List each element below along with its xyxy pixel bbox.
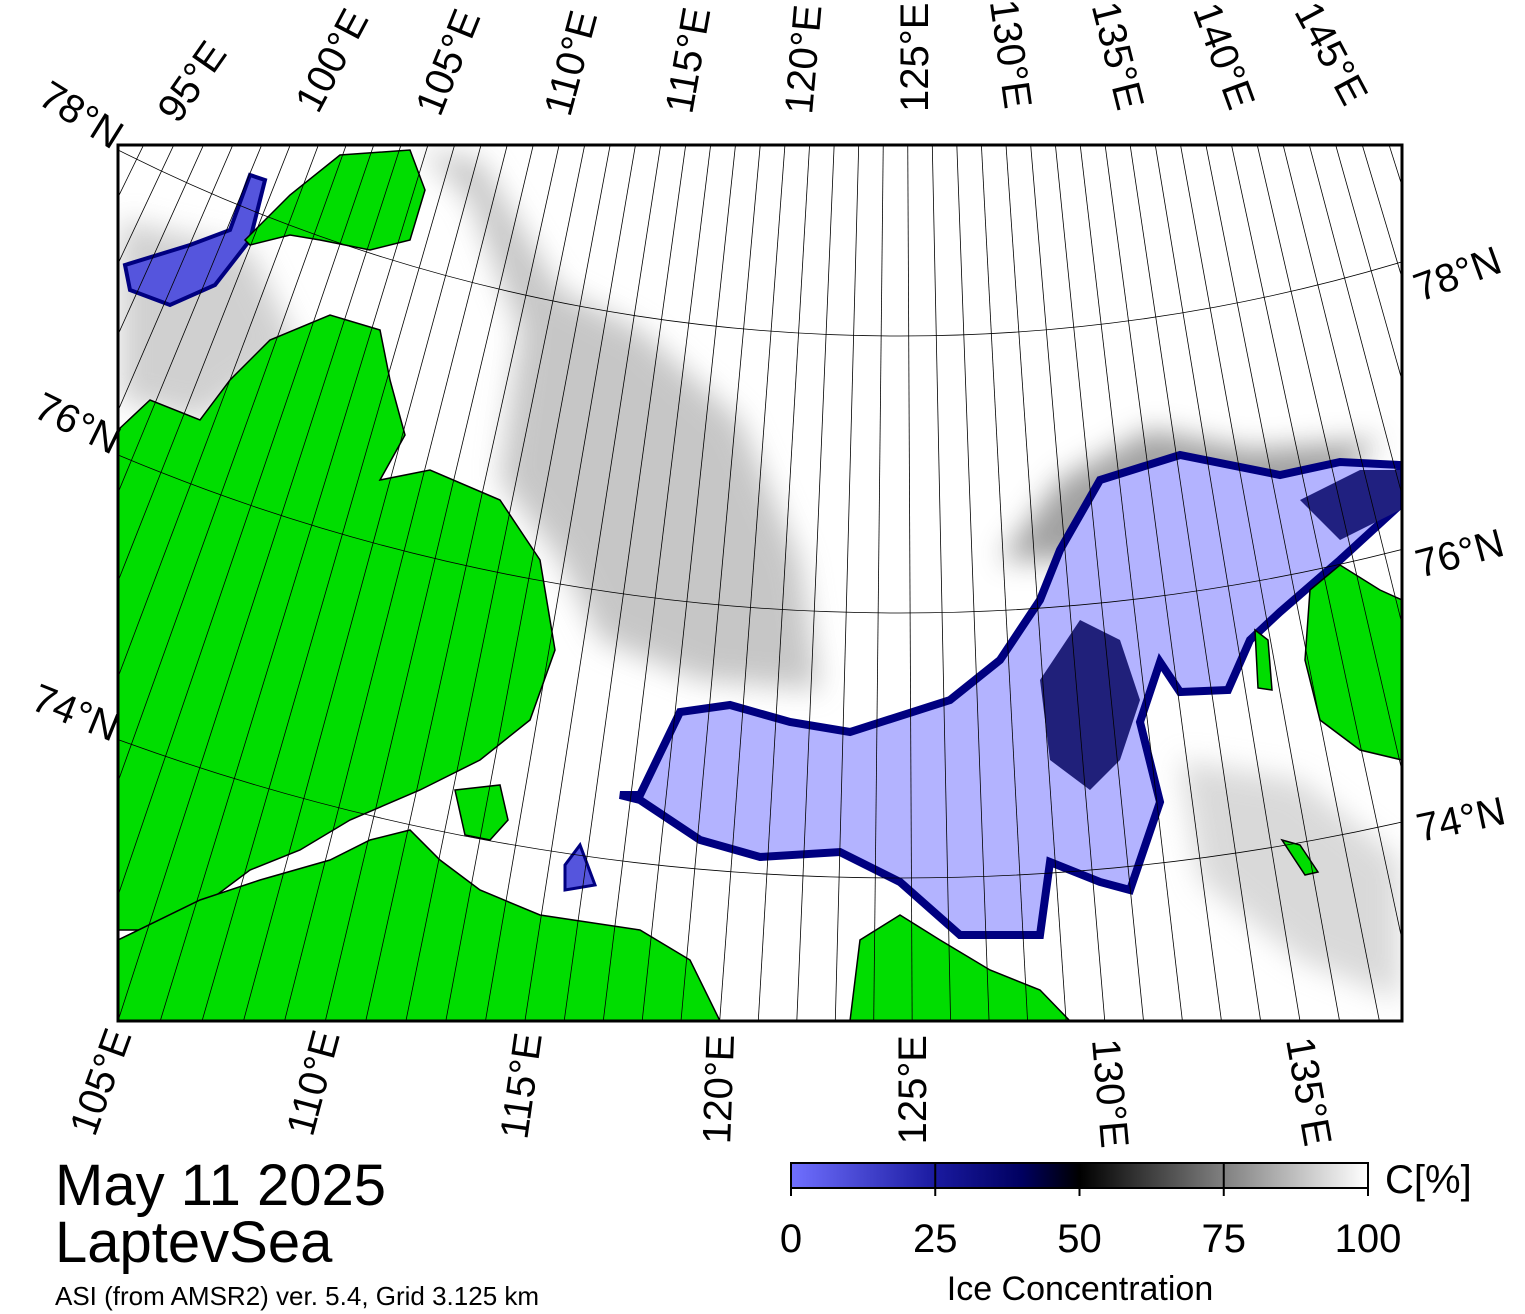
date: May 11 2025 [55,1153,386,1218]
meridian [796,145,835,1021]
meridian [1308,145,1402,497]
colorbar: C[%] Ice Concentration 0 25 50 75 100 [780,1158,1472,1308]
meridian [118,145,263,494]
colorbar-title: Ice Concentration [947,1270,1214,1308]
land [118,829,721,1021]
meridian [118,145,319,679]
meridian [641,145,736,1021]
meridian [1205,145,1380,1021]
coordinate-label: 125°E [893,3,937,112]
ice-low-area [122,172,268,308]
source: ASI (from AMSR2) ver. 5.4, Grid 3.125 km [55,1281,539,1311]
meridian [445,145,611,1021]
coordinate-label: 130°E [981,0,1040,111]
coordinate-label: 78°N [1408,239,1507,311]
coordinate-label: 130°E [1083,1037,1136,1150]
coordinate-label: 76°N [28,384,128,463]
meridian [159,145,429,1021]
meridian [757,145,810,1021]
coordinate-label: 74°N [26,676,125,750]
meridian [118,145,375,898]
meridian [118,145,402,1021]
meridian [1005,145,1067,1021]
meridian [118,145,204,336]
colorbar-tick-label: 75 [1202,1217,1247,1261]
colorbar-tick-label: 100 [1335,1217,1402,1261]
meridian [719,145,786,1021]
meridian [405,145,586,1021]
meridian [1055,145,1144,1021]
meridian [873,145,884,1021]
coordinate-label: 115°E [658,4,720,116]
meridian [834,145,860,1021]
meridian [602,145,712,1021]
coordinate-label: 135°E [1083,0,1152,114]
meridian [201,145,456,1021]
coordinate-label: 145°E [1286,0,1376,112]
meridian [1079,145,1183,1021]
meridian [524,145,662,1021]
coordinate-label: 105°E [62,1023,141,1141]
map-frame [116,143,1404,1023]
coordinate-label: 95°E [149,34,235,131]
meridian [1398,15,1525,1147]
meridian [1361,145,1402,280]
meridian [1335,145,1402,382]
meridian [365,145,560,1021]
ice-dark-area [1300,470,1400,540]
meridian [118,145,234,412]
coordinate-label: 74°N [1413,789,1510,851]
meridian [324,145,534,1021]
meridian [1180,145,1340,1021]
meridian [980,145,1028,1021]
meridian [118,145,347,783]
meridian [118,145,291,583]
land [1304,564,1402,761]
coordinate-label: 105°E [408,3,490,121]
coordinate-label: 78°N [31,73,130,158]
colorbar-tick-label: 25 [913,1217,958,1261]
ice-low-area [563,841,598,892]
meridian [563,145,687,1021]
meridian [243,145,482,1021]
colorbar-unit: C[%] [1385,1158,1472,1202]
meridian [1282,145,1402,626]
land [849,914,1072,1021]
meridian [931,145,951,1021]
coordinate-label: 120°E [695,1034,743,1145]
coordinate-label: 110°E [536,6,606,120]
coordinate-label: 125°E [891,1035,935,1144]
colorbar-tick-label: 50 [1057,1217,1102,1261]
coordinate-label: 76°N [1411,521,1509,587]
meridian [485,145,636,1021]
meridian [956,145,990,1021]
meridian [1030,145,1106,1021]
meridian [1129,145,1262,1021]
meridian [907,145,913,1021]
coordinate-label: 115°E [493,1030,551,1142]
meridian [1256,145,1402,773]
ice-dark-area [1040,620,1140,790]
meridian [1154,145,1301,1021]
meridian [1104,145,1222,1021]
coordinate-label: 110°E [279,1026,349,1140]
coordinate-label: 140°E [1184,0,1263,115]
coordinate-label: 100°E [287,2,377,119]
land [1254,628,1273,691]
colorbar-tick-label: 0 [780,1217,802,1261]
meridian [284,145,508,1021]
coordinate-label: 135°E [1277,1034,1339,1149]
region: LaptevSea [55,1210,333,1275]
land [454,784,509,841]
coordinate-label: 120°E [777,3,830,116]
meridian [680,145,761,1021]
meridian [1231,145,1402,942]
